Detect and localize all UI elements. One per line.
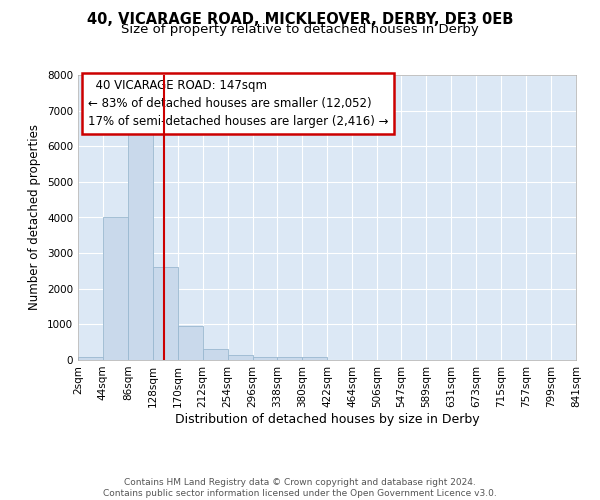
Bar [78, 358, 103, 360]
Bar [128, 125, 153, 360]
Text: Size of property relative to detached houses in Derby: Size of property relative to detached ho… [121, 22, 479, 36]
Text: 40, VICARAGE ROAD, MICKLEOVER, DERBY, DE3 0EB: 40, VICARAGE ROAD, MICKLEOVER, DERBY, DE… [87, 12, 513, 28]
Bar [277, 358, 302, 360]
Bar [302, 358, 327, 360]
Text: 40 VICARAGE ROAD: 147sqm  
← 83% of detached houses are smaller (12,052)
17% of : 40 VICARAGE ROAD: 147sqm ← 83% of detach… [88, 80, 388, 128]
Bar [253, 357, 277, 360]
Bar [178, 326, 203, 360]
Bar [203, 348, 227, 360]
X-axis label: Distribution of detached houses by size in Derby: Distribution of detached houses by size … [175, 412, 479, 426]
Bar [227, 355, 253, 360]
Y-axis label: Number of detached properties: Number of detached properties [28, 124, 41, 310]
Text: Contains HM Land Registry data © Crown copyright and database right 2024.
Contai: Contains HM Land Registry data © Crown c… [103, 478, 497, 498]
Bar [103, 218, 128, 360]
Bar [153, 268, 178, 360]
